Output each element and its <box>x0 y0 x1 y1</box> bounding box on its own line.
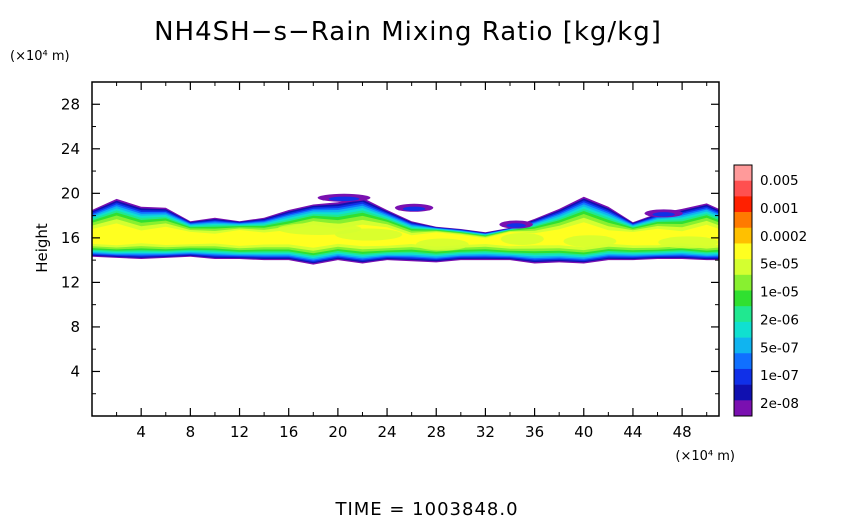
y-tick-label: 16 <box>61 229 80 247</box>
x-tick-label: 36 <box>525 423 544 441</box>
colorbar-swatch <box>734 274 752 291</box>
y-unit-label: (×10⁴ m) <box>10 49 70 64</box>
colorbar-label: 5e-05 <box>760 257 799 273</box>
colorbar-swatch <box>734 196 752 213</box>
x-tick-label: 4 <box>136 423 146 441</box>
plot-frame <box>91 81 720 417</box>
colorbar-swatch <box>734 353 752 370</box>
colorbar-label: 1e-07 <box>760 368 799 384</box>
x-tick-label: 44 <box>623 423 642 441</box>
y-tick-label: 20 <box>61 184 80 202</box>
colorbar-swatch <box>734 321 752 338</box>
colorbar-label: 1e-05 <box>760 285 799 301</box>
colorbar-swatch <box>734 165 752 181</box>
colorbar-swatch <box>734 306 752 323</box>
colorbar-frame <box>733 164 753 417</box>
cloud-core-blob-3 <box>500 232 544 245</box>
colorbar-label: 2e-06 <box>760 312 799 328</box>
x-tick-label: 12 <box>230 423 249 441</box>
colorbar-label: 0.005 <box>760 173 799 189</box>
y-tick-label: 8 <box>70 318 80 336</box>
colorbar-swatch <box>734 227 752 244</box>
chart-title: NH4SH−s−Rain Mixing Ratio [kg/kg] <box>154 17 662 47</box>
x-tick-label: 8 <box>186 423 196 441</box>
x-tick-label: 28 <box>427 423 446 441</box>
colorbar-swatch <box>734 384 752 401</box>
colorbar: 0.005 0.001 0.0002 5e-05 1e-05 2e-06 5e-07 1e-0… <box>733 164 807 417</box>
colorbar-swatch <box>734 180 752 197</box>
y-tick-label: 28 <box>61 95 80 113</box>
x-tick-label: 16 <box>279 423 298 441</box>
x-unit-label: (×10⁴ m) <box>675 449 735 464</box>
x-tick-label: 48 <box>673 423 692 441</box>
colorbar-swatch <box>734 243 752 260</box>
colorbar-swatch <box>734 212 752 229</box>
y-tick-label: 4 <box>70 362 80 380</box>
x-tick-label: 40 <box>574 423 593 441</box>
colorbar-label: 0.001 <box>760 201 799 217</box>
cloud-wisp-core-3 <box>652 212 675 217</box>
cloud-wisp-core-1 <box>402 206 426 212</box>
cloud-core-blob-1 <box>335 228 403 241</box>
cloud-core-blob-5 <box>658 236 719 249</box>
cloud-wisp-core-0 <box>328 196 360 201</box>
colorbar-swatch <box>734 400 752 417</box>
cloud-contour-band-10 <box>92 222 719 248</box>
colorbar-swatch <box>734 337 752 354</box>
plot-area <box>92 193 719 265</box>
colorbar-swatch <box>734 368 752 385</box>
colorbar-label: 0.0002 <box>760 229 807 245</box>
x-tick-label: 32 <box>476 423 495 441</box>
cloud-wisp-core-2 <box>506 223 526 228</box>
y-axis-label: Height <box>33 223 51 273</box>
colorbar-label: 2e-08 <box>760 396 799 412</box>
colorbar-label: 5e-07 <box>760 340 799 356</box>
cloud-core-blob-4 <box>563 235 617 248</box>
colorbar-swatch <box>734 259 752 276</box>
x-tick-label: 24 <box>378 423 397 441</box>
colorbar-swatch <box>734 290 752 307</box>
cloud-core-blob-2 <box>415 238 469 251</box>
y-tick-label: 24 <box>61 140 80 158</box>
y-tick-label: 12 <box>61 273 80 291</box>
x-tick-label: 20 <box>328 423 347 441</box>
time-annotation: TIME = 1003848.0 <box>334 499 518 519</box>
